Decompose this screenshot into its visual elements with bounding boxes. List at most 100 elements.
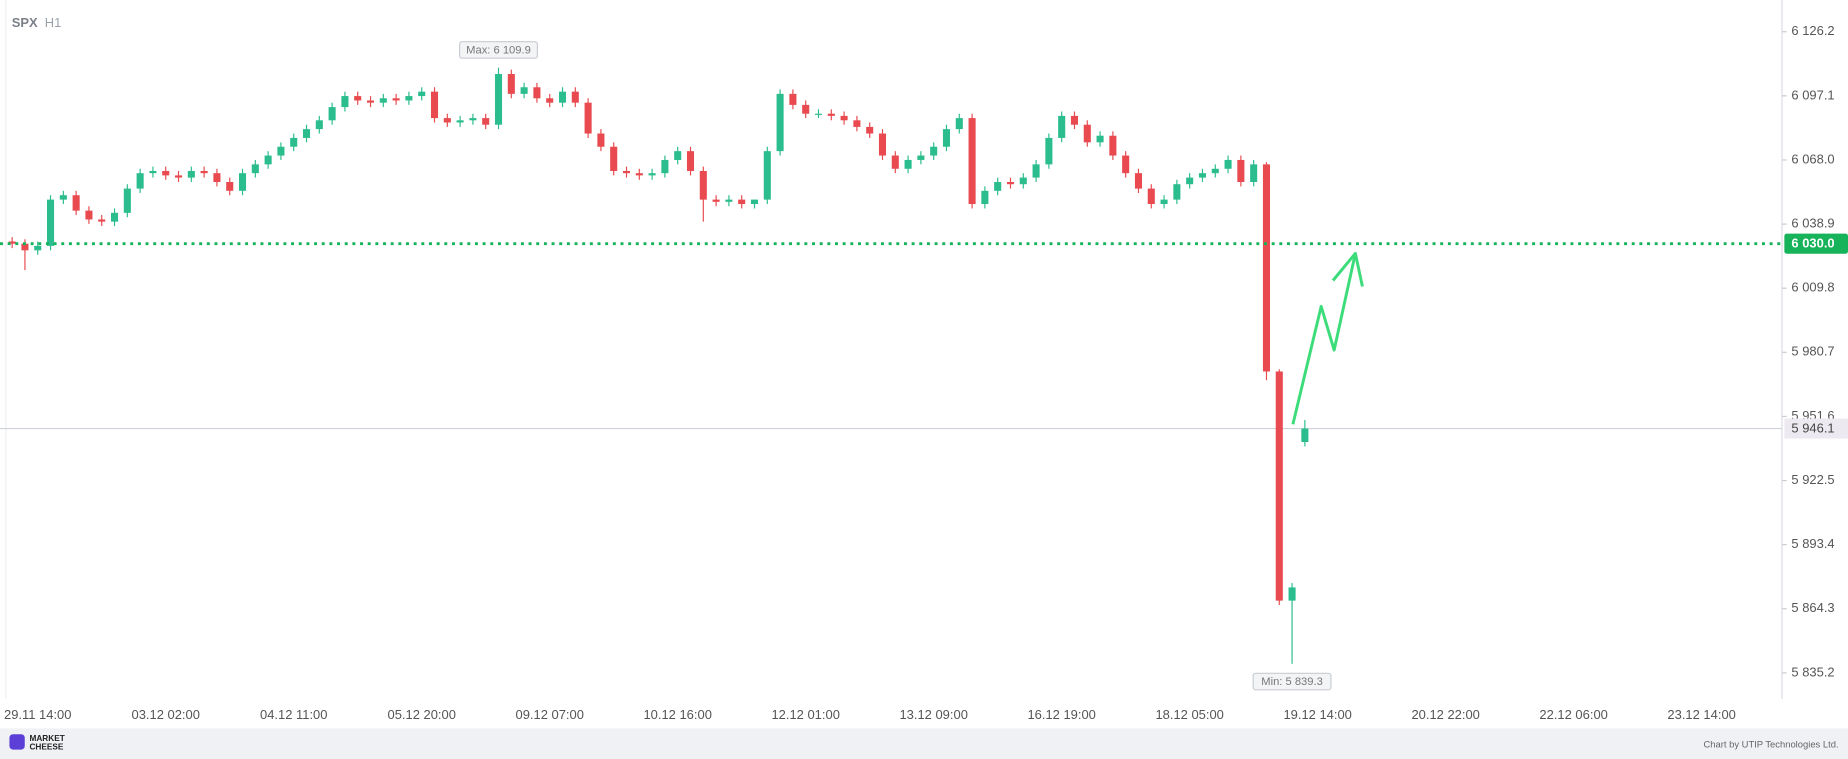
candle-body: [366, 100, 375, 103]
x-tick-label: 23.12 14:00: [1667, 707, 1735, 722]
y-tick-label: 6 126.2: [1791, 23, 1834, 38]
candle-body: [1173, 184, 1181, 200]
candle-body: [533, 87, 541, 99]
candle-body: [1198, 173, 1207, 178]
candle-body: [59, 195, 67, 200]
candle-body: [763, 151, 771, 200]
candle-body: [187, 170, 195, 178]
candle-body: [1019, 177, 1027, 185]
level-label: 6 030.0: [1791, 236, 1834, 251]
candle-body: [904, 159, 912, 169]
candle-body: [1288, 587, 1296, 601]
min-annotation-box: [1252, 672, 1332, 691]
candle-body: [955, 118, 963, 130]
candle-body: [200, 170, 208, 174]
candle-body: [1301, 428, 1309, 442]
x-tick-label: 19.12 14:00: [1283, 707, 1351, 722]
candle-body: [162, 170, 170, 176]
candle-body: [1070, 115, 1079, 125]
candle-body: [226, 181, 234, 191]
candle-body: [558, 91, 567, 103]
candle-body: [866, 126, 874, 134]
x-tick-label: 09.12 07:00: [515, 707, 583, 722]
x-tick-label: 10.12 16:00: [643, 707, 711, 722]
y-tick-label: 6 068.0: [1791, 151, 1834, 166]
candle-body: [213, 173, 221, 182]
candle-body: [750, 199, 759, 205]
brand-line: MARKET: [29, 734, 64, 743]
brand-logo-icon: [9, 734, 25, 750]
symbol: SPX: [12, 15, 38, 30]
candle-body: [315, 120, 323, 130]
candle-body: [85, 210, 93, 220]
candle-body: [546, 98, 554, 103]
candle-body: [136, 173, 144, 189]
x-tick-label: 16.12 19:00: [1027, 707, 1095, 722]
candle-body: [507, 74, 515, 94]
candle-body: [1109, 135, 1117, 156]
candle-body: [290, 137, 298, 147]
candle-body: [1275, 371, 1283, 601]
candle-body: [328, 107, 336, 121]
candle-body: [571, 91, 579, 103]
candle-body: [1262, 164, 1271, 372]
candle-body: [1032, 164, 1040, 178]
candle-body: [942, 129, 951, 147]
forecast-arrow-head: [1331, 251, 1364, 287]
candle-body: [610, 146, 618, 171]
x-tick-label: 20.12 22:00: [1411, 707, 1479, 722]
candle-body: [341, 96, 349, 108]
candle-body: [264, 155, 272, 165]
x-tick-label: 22.12 06:00: [1539, 707, 1607, 722]
candle-body: [1224, 159, 1232, 169]
candle-body: [725, 199, 733, 202]
last-price-label: 5 946.1: [1791, 421, 1834, 436]
candle-body: [661, 159, 669, 174]
candle-body: [891, 155, 899, 169]
candle-body: [418, 91, 426, 97]
x-tick-label: 18.12 05:00: [1155, 707, 1223, 722]
candle-body: [584, 102, 592, 134]
candle-body: [776, 93, 784, 152]
candle-body: [392, 98, 400, 101]
candle-body: [994, 181, 1002, 191]
candle-body: [840, 115, 848, 121]
candle-body: [878, 133, 887, 156]
candle-body: [802, 104, 810, 114]
candle-body: [443, 118, 451, 123]
candle-body: [482, 118, 490, 125]
x-tick-label: 29.11 14:00: [4, 707, 71, 722]
candle-body: [405, 96, 413, 101]
y-tick-label: 5 980.7: [1791, 344, 1834, 359]
candle-body: [699, 170, 707, 200]
y-tick-label: 6 038.9: [1791, 215, 1834, 230]
candle-body: [34, 245, 42, 251]
candle-body: [1058, 115, 1066, 138]
candle-body: [430, 91, 439, 119]
candle-body: [251, 164, 259, 174]
candle-body: [917, 155, 925, 160]
y-tick-label: 5 922.5: [1791, 472, 1834, 487]
candle-body: [853, 120, 861, 127]
candle-body: [827, 113, 835, 116]
max-annotation-box: [459, 41, 538, 59]
candle-body: [72, 195, 80, 211]
candle-body: [1147, 188, 1155, 205]
candle-body: [1045, 137, 1053, 165]
x-tick-label: 05.12 20:00: [387, 707, 455, 722]
candle-body: [597, 133, 605, 147]
candle-body: [21, 243, 29, 251]
level-label-bg: [1784, 233, 1848, 254]
candle-body: [686, 151, 695, 171]
candle-body: [123, 188, 131, 213]
candle-body: [635, 173, 643, 176]
min-annotation-label: Min: 5 839.3: [1261, 676, 1323, 688]
candle-body: [1122, 155, 1130, 174]
candle-body: [674, 151, 682, 160]
candle-body: [174, 175, 183, 178]
candle-body: [1096, 135, 1104, 143]
candle-body: [456, 120, 464, 123]
candle-body: [47, 199, 55, 246]
